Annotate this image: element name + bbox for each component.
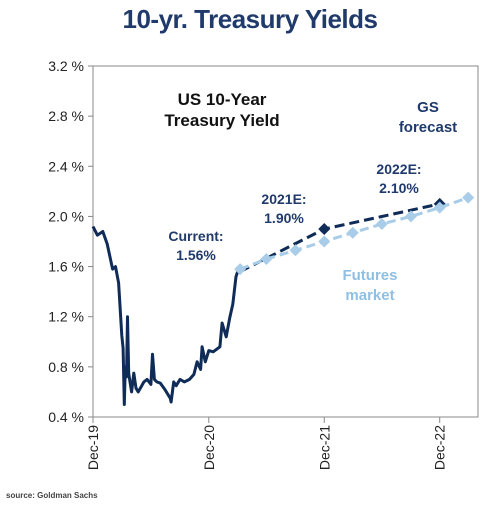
futures-point [462, 191, 475, 204]
futures-point [260, 253, 273, 266]
futures-point [234, 263, 247, 276]
futures-point [375, 217, 388, 230]
y-tick-label: 1.2 % [48, 309, 84, 325]
x-tick-label: Dec-19 [85, 425, 101, 470]
current-label-line1: Current: [168, 228, 223, 244]
x-tick-label: Dec-22 [432, 425, 448, 470]
gs-forecast-point [318, 222, 331, 235]
plot-frame [92, 65, 479, 418]
y-tick-label: 2.8 % [48, 108, 84, 124]
futures-point [346, 226, 359, 239]
2021e-label-line2: 1.90% [264, 210, 304, 226]
y-tick-label: 0.4 % [48, 409, 84, 425]
gs-forecast-label-line1: GS [417, 99, 439, 116]
y-axis-ticks: 0.4 % 0.8 % 1.2 % 1.6 % 2.0 % 2.4 % 2.8 % 3.2 % [48, 58, 93, 425]
chart-title-line2: Treasury Yield [164, 111, 279, 130]
futures-point [433, 201, 446, 214]
x-axis-ticks: Dec-19 Dec-20 Dec-21 Dec-22 [85, 417, 448, 470]
current-label-line2: 1.56% [176, 247, 216, 263]
2022e-label-line2: 2.10% [379, 180, 419, 196]
chart-title-line1: US 10-Year [178, 90, 267, 109]
futures-point [404, 210, 417, 223]
page-title: 10-yr. Treasury Yields [122, 4, 378, 34]
y-tick-label: 3.2 % [48, 58, 84, 74]
x-tick-label: Dec-20 [201, 425, 217, 470]
futures-point [289, 244, 302, 257]
source-note: source: Goldman Sachs [6, 491, 98, 500]
2021e-label-line1: 2021E: [261, 191, 306, 207]
x-tick-label: Dec-21 [316, 425, 332, 470]
futures-label-line1: Futures [342, 267, 397, 284]
series-layer [91, 191, 475, 406]
2022e-label-line1: 2022E: [376, 161, 421, 177]
y-tick-label: 2.0 % [48, 208, 84, 224]
y-tick-label: 0.8 % [48, 359, 84, 375]
y-tick-label: 2.4 % [48, 158, 84, 174]
futures-label-line2: market [345, 287, 394, 304]
history-yield-line [91, 225, 242, 406]
y-tick-label: 1.6 % [48, 259, 84, 275]
gs-forecast-label-line2: forecast [399, 119, 457, 136]
futures-point [318, 235, 331, 248]
